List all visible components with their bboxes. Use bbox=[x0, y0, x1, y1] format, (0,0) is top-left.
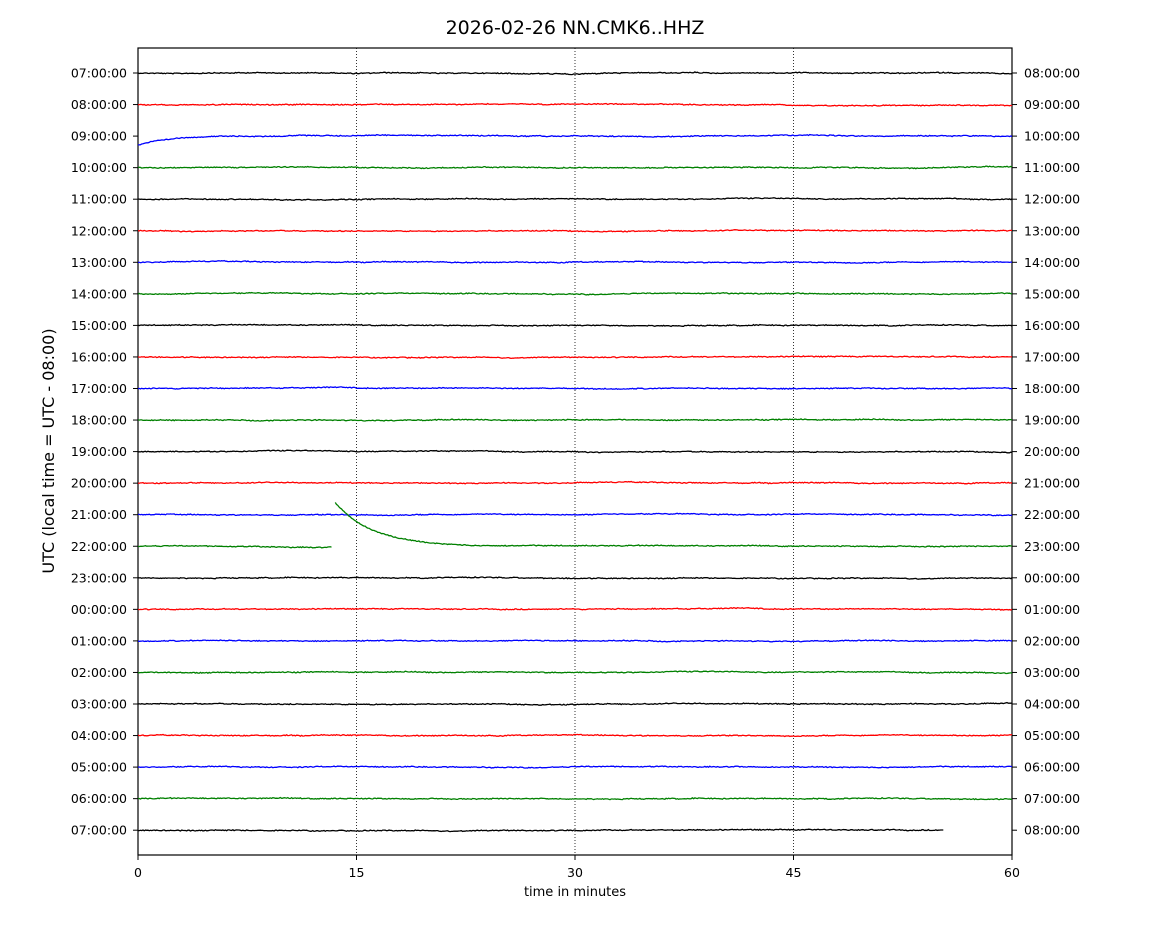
right-tick-label-10: 18:00:00 bbox=[1024, 381, 1080, 396]
trace-11 bbox=[137, 418, 1013, 422]
right-tick-label-6: 14:00:00 bbox=[1024, 255, 1080, 270]
right-tick-label-4: 12:00:00 bbox=[1024, 192, 1080, 207]
trace-3 bbox=[137, 165, 1013, 170]
x-tick-label-0: 0 bbox=[134, 865, 142, 880]
right-time-axis: 08:00:00 09:00:00 10:00:00 11:00:00 12:00:00… bbox=[1012, 66, 1080, 838]
right-tick-label-22: 06:00:00 bbox=[1024, 760, 1080, 775]
x-tick-label-2: 30 bbox=[567, 865, 583, 880]
right-tick-label-1: 09:00:00 bbox=[1024, 97, 1080, 112]
x-tick-label-1: 15 bbox=[349, 865, 365, 880]
trace-21 bbox=[137, 733, 1013, 738]
x-axis-label: time in minutes bbox=[524, 885, 626, 900]
right-tick-label-9: 17:00:00 bbox=[1024, 349, 1080, 364]
left-tick-label-3: 10:00:00 bbox=[71, 160, 127, 175]
trace-12 bbox=[137, 449, 1013, 454]
trace-18 bbox=[137, 639, 1012, 643]
x-tick-label-3: 45 bbox=[786, 865, 802, 880]
left-tick-label-0: 07:00:00 bbox=[71, 66, 127, 81]
right-tick-label-18: 02:00:00 bbox=[1024, 633, 1080, 648]
left-tick-label-1: 08:00:00 bbox=[71, 97, 127, 112]
left-tick-label-6: 13:00:00 bbox=[71, 255, 127, 270]
trace-10 bbox=[137, 386, 1013, 391]
right-tick-label-19: 03:00:00 bbox=[1024, 665, 1080, 680]
trace-23 bbox=[138, 796, 1013, 801]
trace-16 bbox=[137, 576, 1013, 580]
right-tick-label-2: 10:00:00 bbox=[1024, 129, 1080, 144]
left-tick-label-14: 21:00:00 bbox=[71, 507, 127, 522]
right-tick-label-17: 01:00:00 bbox=[1024, 602, 1080, 617]
trace-4 bbox=[137, 197, 1013, 201]
right-tick-label-0: 08:00:00 bbox=[1024, 66, 1080, 81]
right-tick-label-7: 15:00:00 bbox=[1024, 286, 1080, 301]
left-tick-label-13: 20:00:00 bbox=[71, 476, 127, 491]
trace-19 bbox=[137, 670, 1012, 675]
trace-2 bbox=[138, 133, 1013, 146]
right-tick-label-16: 00:00:00 bbox=[1024, 570, 1080, 585]
trace-1 bbox=[137, 102, 1013, 107]
trace-6 bbox=[137, 259, 1012, 265]
right-tick-label-13: 21:00:00 bbox=[1024, 476, 1080, 491]
trace-24 bbox=[137, 828, 944, 833]
left-tick-label-7: 14:00:00 bbox=[71, 286, 127, 301]
trace-20 bbox=[137, 701, 1013, 706]
seismic-traces bbox=[137, 71, 1013, 833]
left-tick-label-20: 03:00:00 bbox=[71, 697, 127, 712]
trace-8 bbox=[137, 323, 1013, 328]
right-tick-label-24: 08:00:00 bbox=[1024, 823, 1080, 838]
trace-7 bbox=[137, 291, 1013, 296]
right-tick-label-20: 04:00:00 bbox=[1024, 697, 1080, 712]
chart-title: 2026-02-26 NN.CMK6..HHZ bbox=[446, 17, 705, 39]
left-tick-label-2: 09:00:00 bbox=[71, 129, 127, 144]
y-axis-label: UTC (local time = UTC - 08:00) bbox=[39, 328, 58, 573]
left-tick-label-24: 07:00:00 bbox=[71, 823, 127, 838]
left-tick-label-11: 18:00:00 bbox=[71, 413, 127, 428]
left-tick-label-15: 22:00:00 bbox=[71, 539, 127, 554]
trace-0 bbox=[137, 71, 1013, 76]
left-tick-label-23: 06:00:00 bbox=[71, 791, 127, 806]
right-tick-label-23: 07:00:00 bbox=[1024, 791, 1080, 806]
x-axis: 0 15 30 45 60 bbox=[134, 855, 1020, 880]
right-tick-label-11: 19:00:00 bbox=[1024, 413, 1080, 428]
right-tick-label-8: 16:00:00 bbox=[1024, 318, 1080, 333]
trace-17 bbox=[137, 606, 1013, 611]
x-tick-label-4: 60 bbox=[1004, 865, 1020, 880]
left-tick-label-19: 02:00:00 bbox=[71, 665, 127, 680]
trace-14 bbox=[138, 512, 1013, 517]
trace-15-segment-0 bbox=[138, 544, 332, 549]
left-tick-label-8: 15:00:00 bbox=[71, 318, 127, 333]
left-tick-label-16: 23:00:00 bbox=[71, 570, 127, 585]
left-tick-label-22: 05:00:00 bbox=[71, 760, 127, 775]
right-tick-label-14: 22:00:00 bbox=[1024, 507, 1080, 522]
left-time-axis: 07:00:00 08:00:00 09:00:00 10:00:00 11:00:00… bbox=[71, 66, 138, 838]
left-tick-label-10: 17:00:00 bbox=[71, 381, 127, 396]
left-tick-label-9: 16:00:00 bbox=[71, 349, 127, 364]
left-tick-label-21: 04:00:00 bbox=[71, 728, 127, 743]
left-tick-label-4: 11:00:00 bbox=[71, 192, 127, 207]
right-tick-label-12: 20:00:00 bbox=[1024, 444, 1080, 459]
right-tick-label-5: 13:00:00 bbox=[1024, 223, 1080, 238]
right-tick-label-3: 11:00:00 bbox=[1024, 160, 1080, 175]
left-tick-label-12: 19:00:00 bbox=[71, 444, 127, 459]
trace-13 bbox=[137, 480, 1013, 485]
left-tick-label-18: 01:00:00 bbox=[71, 633, 127, 648]
left-tick-label-17: 00:00:00 bbox=[71, 602, 127, 617]
vertical-grid-lines bbox=[356, 48, 794, 855]
right-tick-label-21: 05:00:00 bbox=[1024, 728, 1080, 743]
trace-5 bbox=[137, 229, 1012, 233]
trace-15-segment-1 bbox=[334, 502, 1013, 548]
left-tick-label-5: 12:00:00 bbox=[71, 223, 127, 238]
right-tick-label-15: 23:00:00 bbox=[1024, 539, 1080, 554]
trace-22 bbox=[137, 765, 1013, 769]
trace-9 bbox=[137, 355, 1013, 360]
